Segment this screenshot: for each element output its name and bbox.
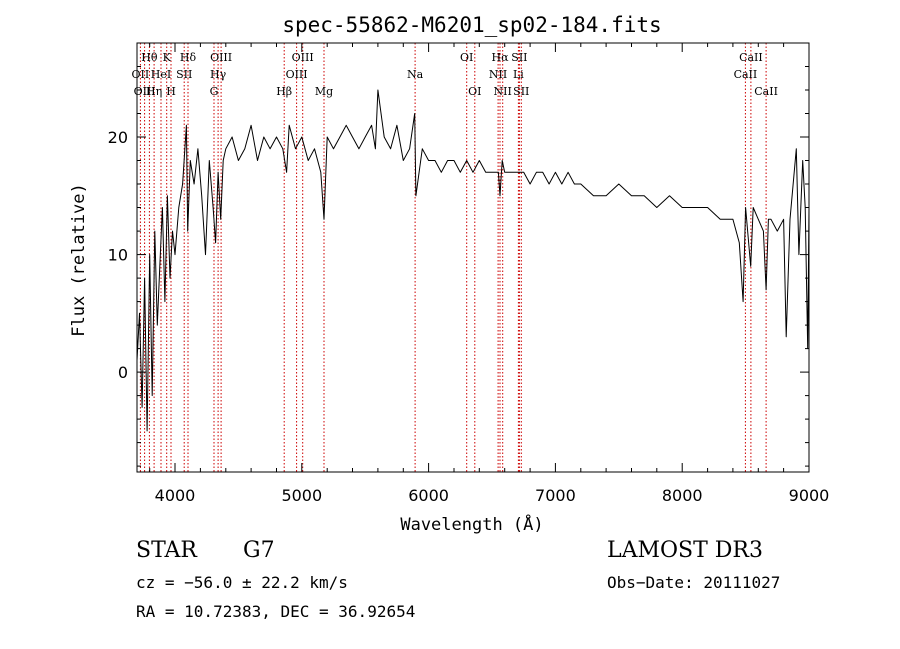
line-label: G [210, 85, 219, 98]
coordinates: RA = 10.72383, DEC = 36.92654 [136, 602, 416, 621]
y-tick-label: 20 [108, 128, 128, 147]
plot-frame [136, 42, 810, 473]
x-axis-label: Wavelength (Å) [400, 513, 543, 535]
line-label: CaII [739, 51, 763, 64]
line-label: Na [407, 68, 424, 81]
line-label: Hη [146, 85, 162, 98]
line-label: Li [513, 68, 524, 81]
y-axis-label: Flux (relative) [69, 183, 89, 337]
line-label: OI [468, 85, 481, 98]
x-tick-label: 8000 [662, 486, 703, 505]
x-tick-label: 6000 [408, 486, 449, 505]
emission-line-markers [139, 43, 767, 472]
line-label: OII [132, 68, 150, 81]
redshift-line: cz = −56.0 ± 22.2 km/s [136, 573, 348, 592]
subclass: G7 [243, 538, 275, 563]
line-label: NII [494, 85, 512, 98]
line-label: SII [176, 68, 192, 81]
line-label: OIII [286, 68, 308, 81]
line-label: CaII [754, 85, 778, 98]
x-tick-label: 9000 [789, 486, 830, 505]
chart-title: spec-55862-M6201_sp02-184.fits [282, 13, 661, 37]
line-label: OIII [134, 85, 156, 98]
y-tick-label: 10 [108, 246, 128, 265]
line-label: K [163, 51, 172, 64]
line-label: Hθ [141, 51, 158, 64]
line-label: Mg [315, 85, 333, 98]
x-tick-label: 4000 [155, 486, 196, 505]
line-label: Hα [491, 51, 509, 64]
line-label: SII [511, 51, 527, 64]
obs-date: Obs−Date: 20111027 [607, 573, 781, 592]
line-label: SII [513, 85, 529, 98]
survey-name: LAMOST DR3 [607, 538, 763, 563]
line-label: Hβ [276, 85, 292, 98]
series-line [136, 89, 810, 432]
line-label: NII [489, 68, 507, 81]
axis-ticks: 4000 5000 6000 7000 8000 9000 0 10 20 [108, 42, 830, 505]
line-label: Hδ [180, 51, 197, 64]
line-label: OIII [292, 51, 314, 64]
line-label: OI [460, 51, 473, 64]
x-tick-label: 7000 [535, 486, 576, 505]
line-label: OIII [210, 51, 232, 64]
object-class: STAR [136, 538, 197, 563]
y-tick-label: 0 [118, 363, 128, 382]
line-label: HeI [151, 68, 171, 81]
x-tick-label: 5000 [281, 486, 322, 505]
line-label: CaII [734, 68, 758, 81]
line-label: H [166, 85, 176, 98]
line-label: Hγ [210, 68, 227, 81]
series-group [136, 89, 810, 432]
